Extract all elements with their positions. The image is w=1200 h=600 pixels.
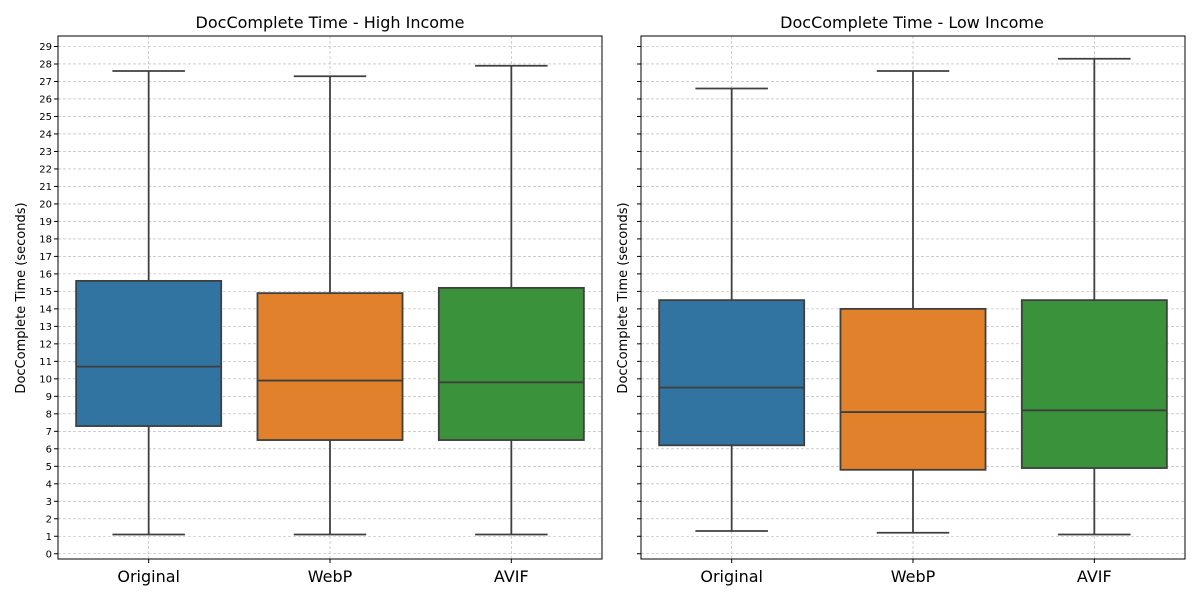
y-tick-label: 5 [46,462,52,473]
y-tick-label: 11 [39,357,52,368]
y-tick-label: 24 [39,129,52,140]
box-iqr [1020,299,1168,469]
x-tick-label: WebP [308,567,353,586]
y-tick-label: 14 [39,304,52,315]
y-tick-label: 29 [39,42,52,53]
x-tick-label: WebP [891,567,936,586]
y-tick-label: 4 [46,479,52,490]
low-income-panel: Original WebP AVIF DocComplete Time - Low I… [616,13,1186,586]
x-tick-label: Original [117,567,180,586]
x-tick-label: AVIF [1077,567,1112,586]
y-tick-label: 20 [39,199,52,210]
y-tick-label: 13 [39,322,52,333]
y-tick-label: 17 [39,252,52,263]
y-tick-label: 6 [46,444,52,455]
y-tick-label: 23 [39,147,52,158]
y-tick-label: 25 [39,112,52,123]
box-webp [256,75,404,536]
y-tick-label: 0 [46,549,52,560]
y-tick-label: 21 [39,182,52,193]
box-webp [839,70,987,534]
y-tick-label: 7 [46,427,52,438]
box-original [75,70,223,536]
y-axis-label-low-income: DocComplete Time (seconds) [616,202,631,393]
y-tick-label: 19 [39,217,52,228]
high-income-panel: 0123456789101112131415161718192021222324… [14,13,603,586]
box-iqr [256,292,404,441]
y-tick-label: 9 [46,392,52,403]
x-tick-label: Original [700,567,763,586]
y-tick-label: 10 [39,374,52,385]
box-iqr [437,286,585,441]
box-avif [437,64,585,536]
chart-title-high-income: DocComplete Time - High Income [196,13,465,32]
y-tick-label: 3 [46,497,52,508]
y-tick-label: 26 [39,94,52,105]
y-axis-label-high-income: DocComplete Time (seconds) [14,202,29,393]
box-avif [1020,57,1168,536]
y-tick-label: 1 [46,532,52,543]
chart-title-low-income: DocComplete Time - Low Income [780,13,1044,32]
y-tick-label: 15 [39,287,52,298]
y-tick-label: 8 [46,409,52,420]
box-iqr [75,279,223,427]
y-tick-label: 27 [39,77,52,88]
y-tick-label: 22 [39,164,52,175]
box-iqr [658,299,806,447]
y-tick-label: 18 [39,234,52,245]
y-tick-label: 12 [39,339,52,350]
y-tick-label: 16 [39,269,52,280]
y-tick-label: 28 [39,59,52,70]
y-tick-label: 2 [46,514,52,525]
x-tick-label: AVIF [494,567,529,586]
box-iqr [839,307,987,471]
box-original [658,87,806,532]
